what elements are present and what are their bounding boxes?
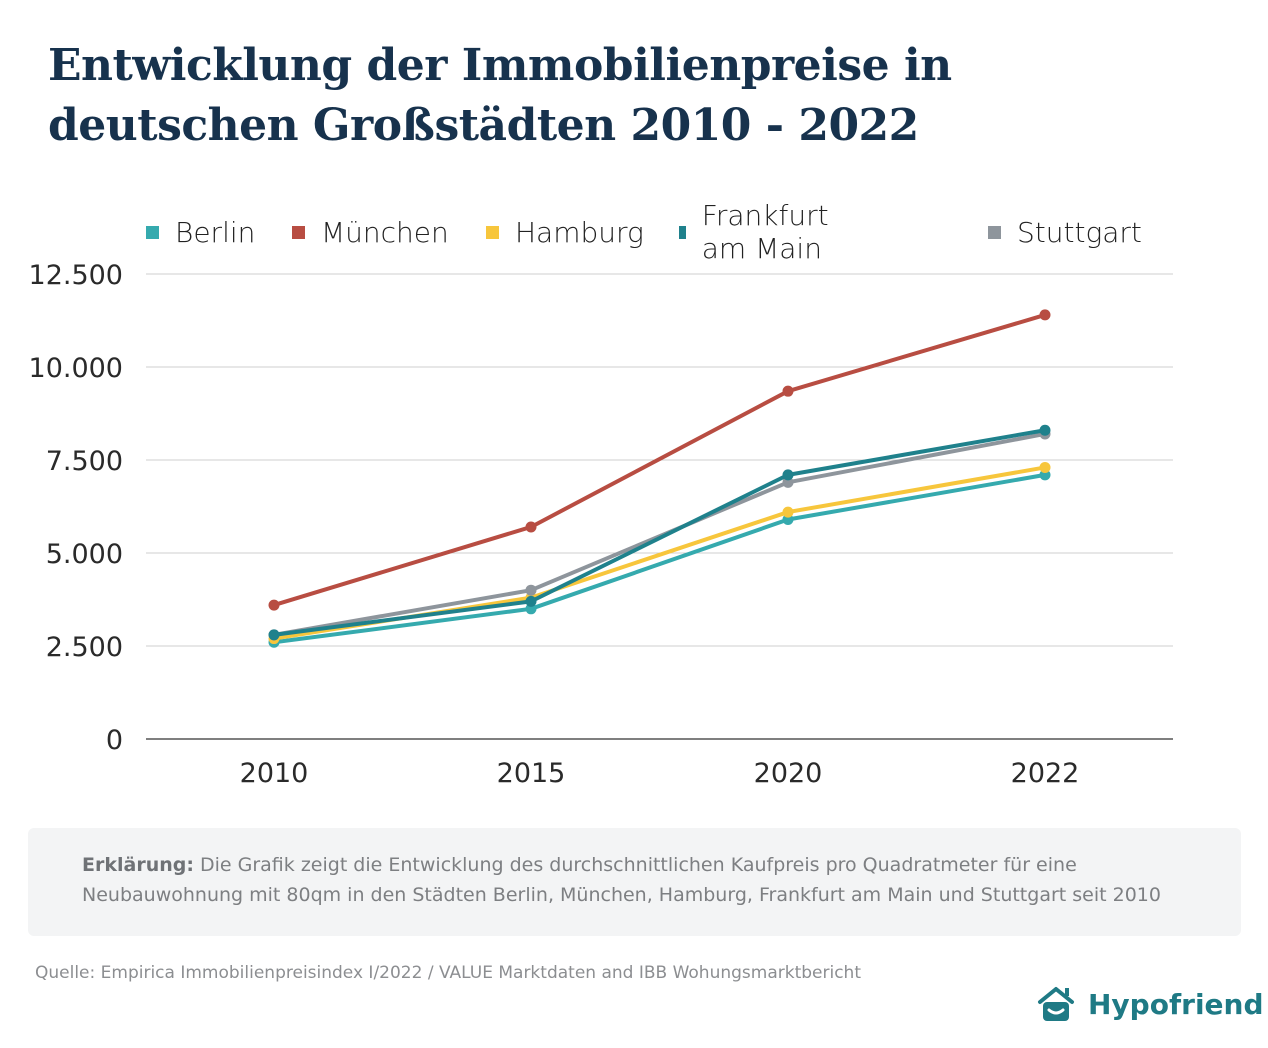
legend-swatch-berlin — [146, 225, 159, 239]
line-chart: 0 2.500 5.000 7.500 10.000 12.500 2010 2015 2020… — [29, 260, 1173, 789]
chart-title: Entwicklung der Immobilienpreise in deut… — [48, 36, 1048, 156]
house-smile-icon — [1038, 987, 1074, 1021]
x-tick-label: 2020 — [754, 758, 823, 789]
data-point-m-nchen — [525, 521, 537, 533]
data-point-frankfurt-am-main — [268, 629, 280, 641]
y-tick-label: 12.500 — [29, 260, 123, 291]
data-point-frankfurt-am-main — [525, 595, 537, 607]
brand-name: Hypofriend — [1088, 987, 1264, 1021]
data-point-m-nchen — [268, 599, 280, 611]
legend-item-frankfurt: Frankfurt am Main — [679, 199, 835, 265]
data-point-stuttgart — [525, 584, 537, 596]
source-citation: Quelle: Empirica Immobilienpreisindex I/… — [35, 963, 861, 983]
legend-item-muenchen: München — [292, 212, 449, 252]
y-tick-label: 2.500 — [46, 632, 123, 663]
legend-label: Hamburg — [515, 215, 644, 249]
series-line-frankfurt-am-main — [272, 428, 1047, 637]
y-tick-label: 5.000 — [46, 539, 123, 570]
legend-swatch-frankfurt — [679, 225, 686, 239]
y-tick-label: 10.000 — [29, 353, 123, 384]
x-tick-label: 2015 — [497, 758, 566, 789]
legend-swatch-muenchen — [292, 225, 305, 239]
chart-title-line-2: deutschen Großstädten 2010 - 2022 — [48, 100, 919, 151]
data-point-frankfurt-am-main — [1039, 424, 1051, 436]
y-tick-label: 7.500 — [46, 446, 123, 477]
legend-label: München — [321, 215, 449, 249]
legend-item-hamburg: Hamburg — [486, 212, 644, 252]
legend-label: Stuttgart — [1017, 215, 1142, 249]
series-line-berlin — [272, 472, 1047, 645]
data-point-hamburg — [782, 506, 794, 518]
explanation-body: Die Grafik zeigt die Entwicklung des dur… — [82, 854, 1161, 906]
chart-title-line-1: Entwicklung der Immobilienpreise in — [48, 40, 952, 91]
legend-swatch-hamburg — [486, 225, 499, 239]
series-line-stuttgart — [272, 431, 1047, 637]
brand-logo: Hypofriend — [1036, 985, 1264, 1023]
legend-item-berlin: Berlin — [146, 212, 255, 252]
explanation-label: Erklärung: — [82, 854, 194, 876]
x-tick-label: 2010 — [240, 758, 309, 789]
series-line-m-nchen — [272, 312, 1047, 608]
data-point-m-nchen — [1039, 309, 1051, 321]
x-tick-label: 2022 — [1011, 758, 1080, 789]
data-point-frankfurt-am-main — [782, 469, 794, 481]
data-point-hamburg — [1039, 461, 1051, 473]
explanation-text: Erklärung: Die Grafik zeigt die Entwickl… — [82, 850, 1202, 910]
explanation-box: Erklärung: Die Grafik zeigt die Entwickl… — [28, 828, 1241, 936]
legend-label: Berlin — [175, 215, 256, 249]
legend-label: Frankfurt am Main — [701, 199, 829, 265]
legend-swatch-stuttgart — [988, 225, 1001, 239]
y-tick-label: 0 — [106, 725, 123, 756]
data-point-m-nchen — [782, 385, 794, 397]
legend-item-stuttgart: Stuttgart — [988, 212, 1142, 252]
